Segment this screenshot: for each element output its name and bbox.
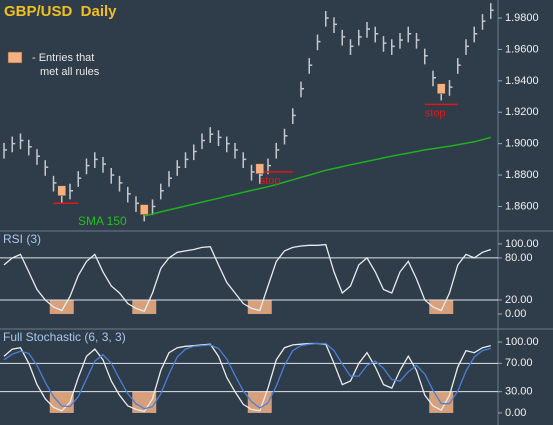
y-tick-label: 80.00 [505, 252, 533, 264]
indicator-line [3, 243, 492, 313]
indicator-line [3, 342, 491, 410]
indicator-line [3, 342, 491, 413]
stop-line [53, 103, 458, 205]
y-tick-label: 0.00 [505, 407, 526, 419]
stop-label: stop [425, 107, 446, 119]
y-tick-label: 1.8800 [505, 169, 539, 181]
y-tick-label: 1.9200 [505, 106, 539, 118]
entry-zone [247, 299, 272, 314]
y-tick-label: 20.00 [505, 294, 533, 306]
y-tick-label: 1.9800 [505, 12, 539, 24]
y-tick-label: 70.00 [505, 357, 533, 369]
y-tick-label: 100.00 [505, 336, 539, 348]
legend-swatch [7, 51, 23, 64]
y-tick-label: 1.9400 [505, 75, 539, 87]
panel-title: Full Stochastic (6, 3, 3) [3, 330, 126, 344]
entry-zone [132, 299, 157, 314]
sma-line [144, 136, 492, 217]
legend-text: - Entries that [32, 52, 94, 64]
entry-zone [429, 299, 454, 314]
y-tick-label: 100.00 [505, 238, 539, 250]
stop-label: stop [260, 175, 281, 187]
y-tick-label: 30.00 [505, 386, 533, 398]
y-tick-label: 1.9000 [505, 138, 539, 150]
chart-title: GBP/USD Daily [4, 3, 117, 20]
y-tick-label: 1.8600 [505, 200, 539, 212]
entry-marker [255, 163, 265, 175]
entry-marker [139, 204, 149, 215]
entry-marker [57, 185, 67, 197]
entry-zone [49, 299, 74, 314]
entry-marker [436, 83, 446, 95]
y-tick-label: 1.9600 [505, 43, 539, 55]
entry-zone [247, 391, 272, 413]
y-tick-label: 0.00 [505, 308, 526, 320]
legend-text: met all rules [40, 66, 100, 78]
panel-title: RSI (3) [3, 232, 41, 246]
sma-label: SMA 150 [78, 214, 127, 228]
